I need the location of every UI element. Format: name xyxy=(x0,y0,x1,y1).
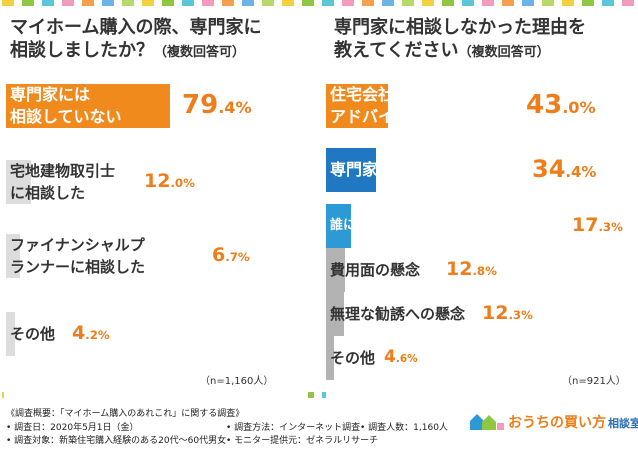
border-dash xyxy=(102,0,114,6)
border-dash xyxy=(62,0,74,6)
bar-label-2: 宅地建物取引士 に相談した xyxy=(10,160,115,204)
footer-target: • 調査対象：新築住宅購入経験のある20代～60代男女 xyxy=(6,433,226,446)
value-label-4: 12.8% xyxy=(446,258,497,280)
border-dash xyxy=(482,0,494,6)
border-dash xyxy=(562,0,574,6)
right-chart-panel: 専門家に相談しなかった理由を 教えてください（複数回答可） 住宅会社の営業担当者… xyxy=(326,10,634,398)
border-dash xyxy=(462,0,474,6)
right-title-line2: 教えてください xyxy=(334,40,459,61)
border-dash xyxy=(122,0,134,6)
border-dash xyxy=(282,0,294,6)
border-dash xyxy=(22,0,34,6)
left-title-note: （複数回答可） xyxy=(154,45,245,60)
border-dash xyxy=(262,0,274,6)
bar-label-1: 専門家には 相談していない xyxy=(10,84,122,128)
bar-label-3: 誰に相談すればいいか分からなかった xyxy=(330,215,551,237)
border-dash xyxy=(162,0,174,6)
value-label-5: 12.3% xyxy=(482,302,533,324)
bar-label-6: その他 xyxy=(330,347,375,369)
border-dash xyxy=(422,0,434,6)
value-label-3: 6.7% xyxy=(212,244,250,266)
decorative-top-border xyxy=(0,0,638,6)
bar-label-4: その他 xyxy=(10,323,55,345)
footer-monitor: • モニター提供元：ゼネラルリサーチ xyxy=(226,433,378,446)
value-label-4: 4.2% xyxy=(72,322,110,344)
bar-label-4: 費用面の懸念 xyxy=(330,259,420,281)
border-dash xyxy=(622,0,634,6)
border-dash xyxy=(322,0,334,6)
footer-method: • 調査方法：インターネット調査 xyxy=(226,420,360,433)
border-dash xyxy=(382,0,394,6)
border-dash xyxy=(302,0,314,6)
value-label-2: 34.4% xyxy=(532,155,596,183)
footer-heading: 《調査概要：「マイホーム購入のあれこれ」に関する調査》 xyxy=(6,406,244,419)
border-dash xyxy=(42,0,54,6)
left-n-label: （n=1,160人） xyxy=(200,372,273,387)
left-chart-panel: マイホーム購入の際、専門家に 相談しましたか？（複数回答可） 専門家には 相談して… xyxy=(4,10,308,398)
value-label-3: 17.3% xyxy=(572,214,623,236)
footer-date: • 調査日：2020年5月1日（金） xyxy=(6,420,139,433)
bar-label-5: 無理な勧誘への懸念 xyxy=(330,303,465,325)
value-label-1: 43.0% xyxy=(526,90,596,120)
border-dash xyxy=(502,0,514,6)
border-dash xyxy=(362,0,374,6)
border-dash xyxy=(82,0,94,6)
border-dash xyxy=(242,0,254,6)
border-dash xyxy=(522,0,534,6)
border-dash xyxy=(222,0,234,6)
house-logo-icon xyxy=(468,410,506,432)
border-dash xyxy=(202,0,214,6)
border-dash xyxy=(142,0,154,6)
left-chart-title: マイホーム購入の際、専門家に 相談しましたか？（複数回答可） xyxy=(10,16,261,64)
footer-count: • 調査人数：1,160人 xyxy=(360,420,448,433)
bar-label-2: 専門家の存在を知らなかった xyxy=(330,159,538,181)
border-dash xyxy=(2,0,14,6)
logo-text-main: おうちの買い方 xyxy=(508,412,606,432)
border-dash xyxy=(582,0,594,6)
logo-text-sub: 相談室 xyxy=(608,415,638,431)
left-title-line1: マイホーム購入の際、専門家に xyxy=(10,16,261,39)
left-title-line2: 相談しましたか？ xyxy=(10,40,154,61)
right-n-label: （n=921人） xyxy=(562,372,626,387)
value-label-1: 79.4% xyxy=(182,90,252,120)
border-dash xyxy=(402,0,414,6)
bar-label-1: 住宅会社の営業担当者の アドバイスに従った xyxy=(330,84,506,128)
right-title-line1: 専門家に相談しなかった理由を xyxy=(334,16,586,39)
border-dash xyxy=(442,0,454,6)
border-dash xyxy=(602,0,614,6)
right-chart-title: 専門家に相談しなかった理由を 教えてください（複数回答可） xyxy=(334,16,586,64)
border-dash xyxy=(542,0,554,6)
border-dash xyxy=(342,0,354,6)
right-title-note: （複数回答可） xyxy=(459,45,550,60)
bar-label-3: ファイナンシャルプ ランナーに相談した xyxy=(10,234,145,278)
value-label-2: 12.0% xyxy=(144,170,195,192)
border-dash xyxy=(182,0,194,6)
value-label-6: 4.6% xyxy=(384,347,418,367)
